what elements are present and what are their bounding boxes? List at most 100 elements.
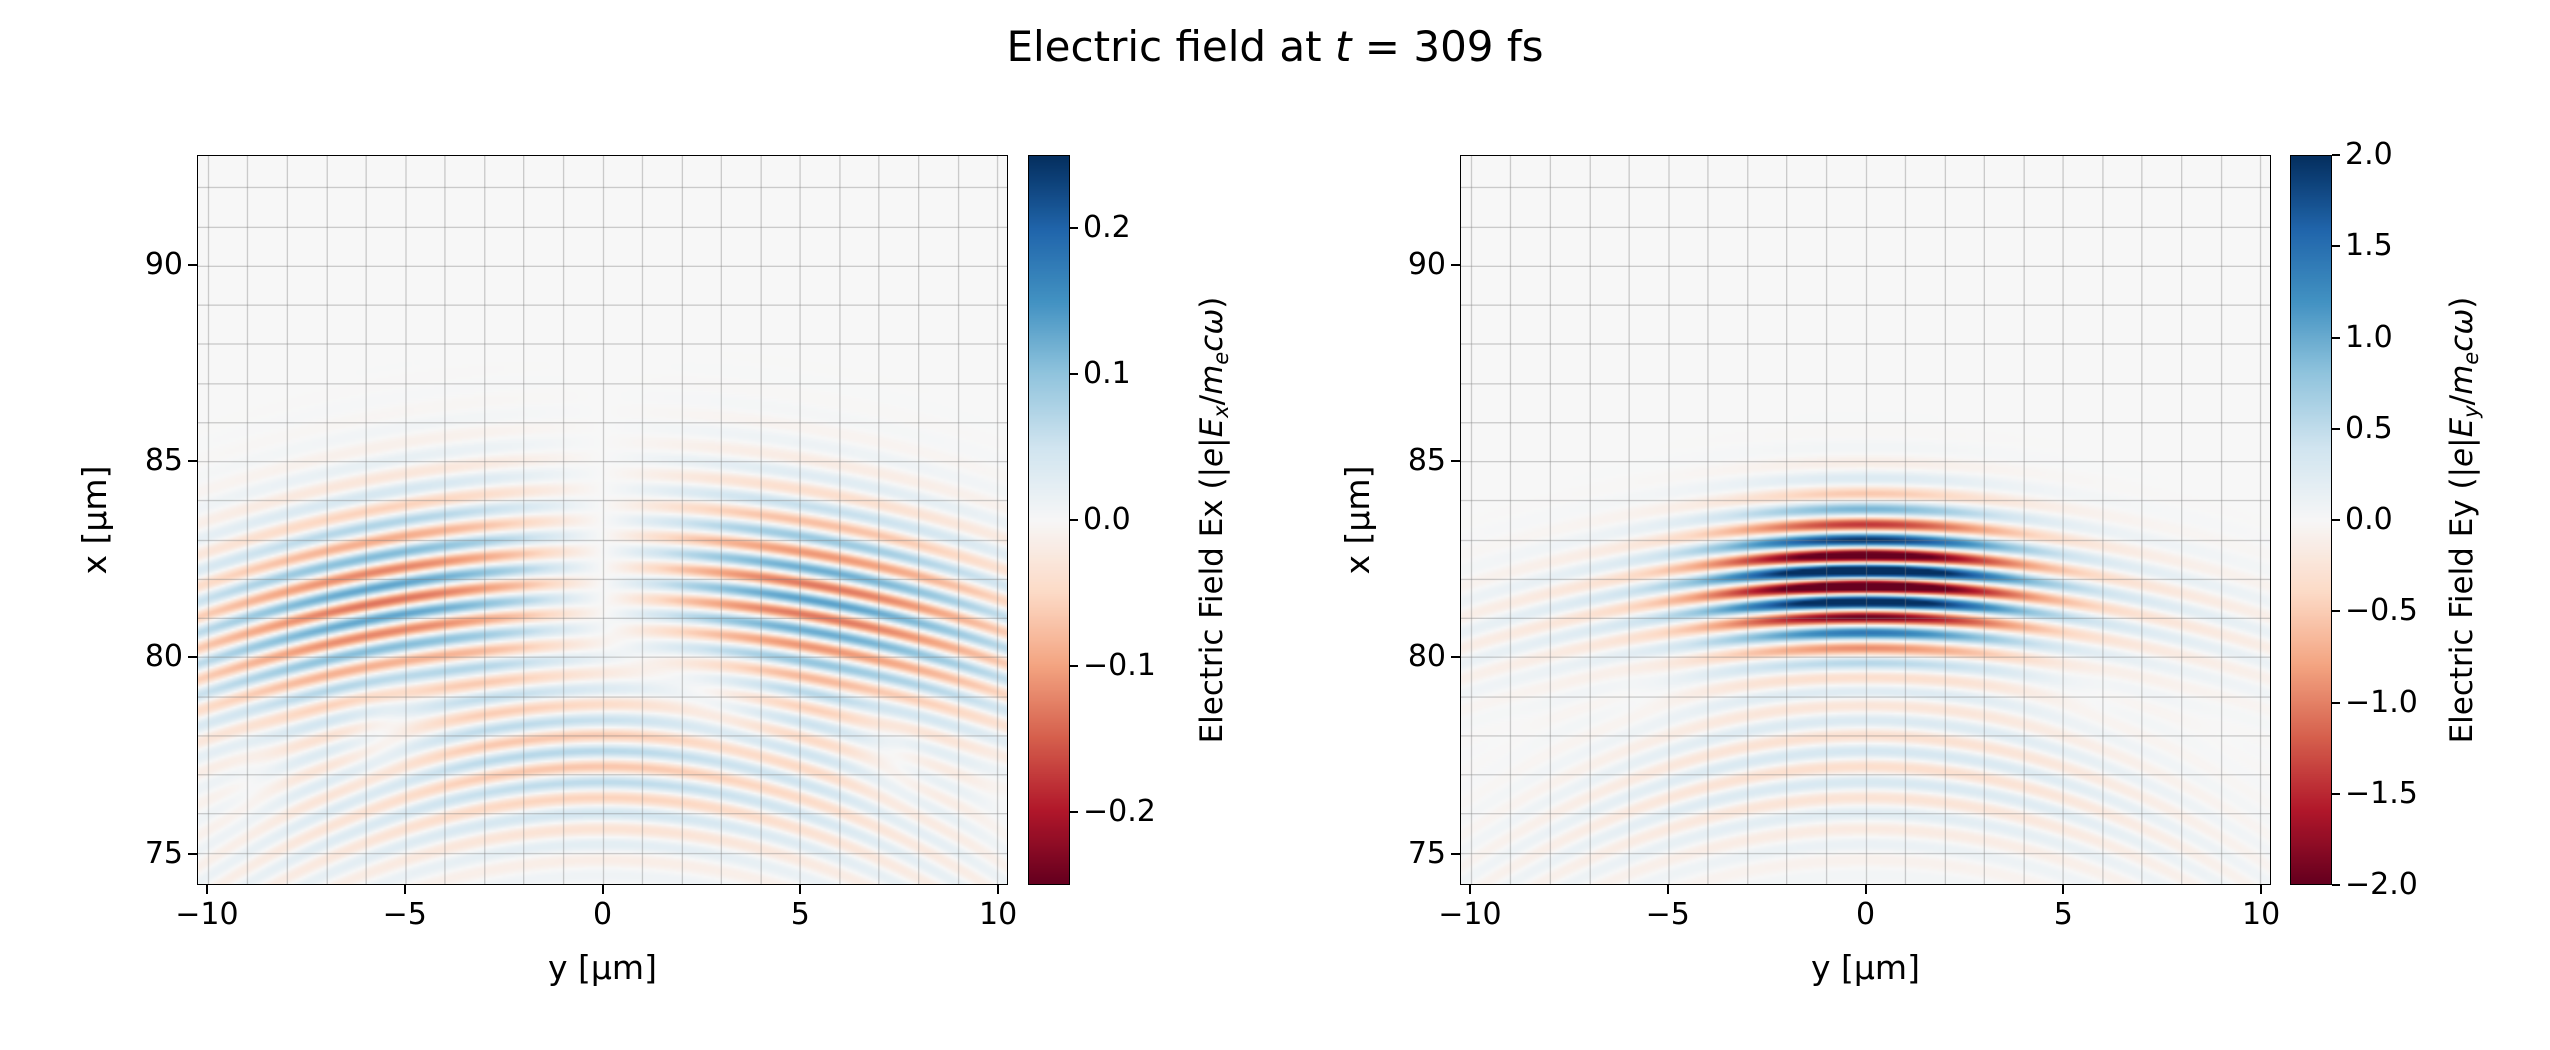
colorbar-tick-mark [1070, 519, 1078, 521]
colorbar-tick-mark [1070, 811, 1078, 813]
y-tick-mark [188, 460, 197, 463]
text-fragment: c [1194, 334, 1230, 352]
text-fragment: e [2444, 447, 2480, 467]
colorbar-tick-mark [1070, 373, 1078, 375]
text-fragment: e [1207, 351, 1233, 365]
ey-x-axis-label: y [μm] [1811, 948, 1920, 987]
colorbar-tick-label: 0.1 [1083, 356, 1131, 391]
text-fragment: ω [2444, 308, 2480, 335]
text-fragment: y [2457, 405, 2483, 418]
text-fragment: ω [1194, 308, 1230, 335]
ex-x-axis-label: y [μm] [548, 948, 657, 987]
colorbar-tick-mark [2332, 792, 2340, 795]
colorbar-tick-label: 1.0 [2345, 319, 2393, 355]
text-fragment: m [2444, 364, 2480, 395]
y-tick-label: 85 [1407, 443, 1446, 479]
ey-colorbar-label: Electric Field Ey (|e|Ey/mecω) [2442, 120, 2483, 920]
ey-colorbar [2290, 155, 2332, 885]
x-tick-label: 10 [2242, 897, 2281, 932]
axes-ex [197, 155, 1008, 885]
x-tick-mark [1468, 885, 1471, 894]
axes-ey [1460, 155, 2271, 885]
ey-colorbar-gradient [2291, 156, 2331, 884]
colorbar-tick-mark [2332, 519, 2340, 521]
y-tick-label: 90 [144, 246, 183, 282]
colorbar-tick-label: 0.0 [2345, 502, 2393, 537]
colorbar-tick-mark [1070, 227, 1078, 229]
text-fragment: c [2444, 334, 2480, 352]
text-fragment: e [2457, 351, 2483, 365]
text-fragment: e [1194, 447, 1230, 467]
colorbar-tick-mark [1070, 665, 1078, 667]
text-fragment: / [2444, 394, 2480, 406]
x-tick-mark [1864, 885, 1867, 894]
colorbar-tick-label: 1.5 [2345, 228, 2393, 264]
colorbar-tick-mark [2332, 701, 2340, 704]
text-fragment: = 309 fs [1351, 22, 1544, 71]
x-tick-label: −5 [382, 897, 427, 932]
x-tick-mark [403, 885, 406, 894]
colorbar-tick-label: 2.0 [2345, 137, 2393, 172]
x-tick-mark [205, 885, 208, 894]
y-tick-label: 75 [1407, 835, 1446, 871]
y-tick-mark [1451, 852, 1460, 855]
figure-title: Electric field at t = 309 fs [0, 22, 2550, 72]
colorbar-tick-label: −0.2 [1083, 794, 1156, 829]
colorbar-tick-label: 0.0 [1083, 502, 1131, 537]
x-tick-label: 0 [592, 897, 613, 932]
colorbar-tick-label: −2.0 [2345, 867, 2418, 902]
x-tick-label: 0 [1855, 897, 1876, 932]
text-fragment: m [1194, 364, 1230, 395]
colorbar-tick-mark [2332, 154, 2340, 156]
y-tick-mark [1451, 460, 1460, 463]
ex-colorbar-label: Electric Field Ex (|e|Ex/mecω) [1192, 120, 1233, 920]
text-fragment: / [1194, 394, 1230, 406]
ex-y-axis-label: x [μm] [75, 465, 114, 575]
colorbar-tick-mark [2332, 427, 2340, 430]
ex-grid-overlay [198, 156, 1007, 884]
y-tick-label: 75 [144, 835, 183, 871]
y-tick-label: 80 [1407, 639, 1446, 675]
x-tick-mark [997, 885, 1000, 894]
x-tick-mark [2062, 885, 2065, 894]
colorbar-tick-mark [2332, 336, 2340, 339]
x-tick-label: −10 [1438, 897, 1502, 932]
colorbar-tick-label: −1.5 [2345, 775, 2418, 811]
colorbar-tick-mark [2332, 245, 2340, 248]
text-fragment: ) [1194, 296, 1230, 309]
y-tick-mark [188, 263, 197, 266]
text-fragment: Electric Field Ex (| [1194, 466, 1230, 744]
text-fragment: Electric Field Ey (| [2444, 466, 2480, 744]
x-tick-label: −5 [1645, 897, 1690, 932]
text-fragment: t [1334, 22, 1352, 71]
text-fragment: Electric field at [1006, 22, 1335, 71]
colorbar-tick-label: 0.2 [1083, 210, 1131, 245]
x-tick-mark [799, 885, 802, 894]
colorbar-tick-label: 0.5 [2345, 410, 2393, 446]
x-tick-label: −10 [175, 897, 239, 932]
y-tick-mark [188, 852, 197, 855]
text-fragment: E [1194, 417, 1230, 438]
text-fragment: x [1207, 405, 1233, 418]
colorbar-tick-label: −1.0 [2345, 684, 2418, 720]
x-tick-mark [601, 885, 604, 894]
ey-grid-overlay [1461, 156, 2270, 884]
text-fragment: | [2444, 437, 2480, 448]
ey-y-axis-label: x [μm] [1338, 465, 1377, 575]
x-tick-mark [2260, 885, 2263, 894]
x-tick-mark [1666, 885, 1669, 894]
text-fragment: ) [2444, 296, 2480, 309]
colorbar-tick-label: −0.1 [1083, 648, 1156, 683]
ex-colorbar [1028, 155, 1070, 885]
colorbar-tick-label: −0.5 [2345, 593, 2418, 629]
y-tick-label: 80 [144, 639, 183, 675]
ex-colorbar-gradient [1029, 156, 1069, 884]
text-fragment: | [1194, 437, 1230, 448]
text-fragment: E [2444, 417, 2480, 438]
x-tick-label: 5 [2053, 897, 2073, 932]
y-tick-label: 85 [144, 443, 183, 479]
y-tick-mark [1451, 263, 1460, 266]
y-tick-mark [1451, 656, 1460, 659]
y-tick-mark [188, 656, 197, 659]
